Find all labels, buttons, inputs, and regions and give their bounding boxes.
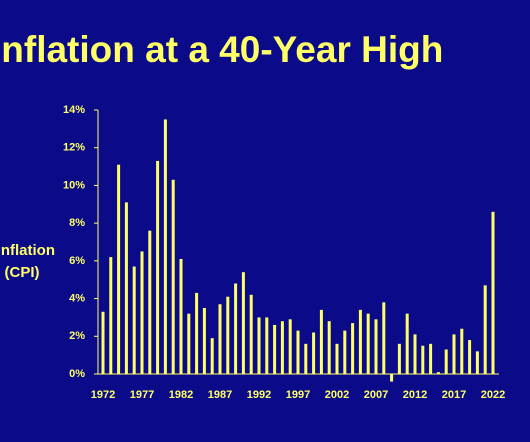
y-tick-label: 2%: [69, 330, 85, 342]
y-tick-label: 8%: [69, 217, 85, 229]
bar: [436, 372, 440, 374]
x-tick-label: 1972: [91, 389, 115, 401]
bar: [234, 283, 238, 374]
bar: [163, 119, 167, 374]
bar: [179, 258, 183, 374]
bar: [280, 321, 284, 374]
bar: [195, 292, 199, 374]
x-tick-label: 2002: [325, 389, 349, 401]
bar: [358, 309, 362, 374]
bar: [124, 202, 128, 374]
bar: [249, 294, 253, 374]
bar: [171, 179, 175, 374]
bar: [405, 313, 409, 374]
bar: [257, 317, 261, 374]
bar: [390, 374, 394, 382]
x-tick-label: 1987: [208, 389, 232, 401]
bar: [148, 230, 152, 374]
bar: [218, 304, 222, 374]
bar: [483, 285, 487, 374]
y-tick-label: 0%: [69, 368, 85, 380]
bar: [132, 266, 136, 374]
bar: [397, 343, 401, 374]
bar: [210, 338, 214, 374]
bar: [413, 334, 417, 374]
x-tick-label: 2017: [442, 389, 466, 401]
bar: [468, 340, 472, 374]
bar: [343, 330, 347, 374]
y-axis-label: Inflation: [0, 242, 55, 259]
y-axis-label: (CPI): [5, 264, 40, 281]
y-tick-label: 10%: [63, 179, 85, 191]
bar: [312, 332, 316, 374]
bar: [226, 296, 230, 374]
bar: [421, 345, 425, 374]
bar: [117, 164, 121, 374]
y-tick-label: 6%: [69, 255, 85, 267]
bar: [288, 319, 292, 374]
chart-title: Inflation at a 40-Year High: [0, 29, 443, 70]
bar: [265, 317, 269, 374]
x-tick-label: 1982: [169, 389, 193, 401]
x-tick-label: 2007: [364, 389, 388, 401]
bar: [319, 309, 323, 374]
x-tick-label: 2012: [403, 389, 427, 401]
bar: [140, 251, 144, 374]
x-tick-label: 1997: [286, 389, 310, 401]
bar: [452, 334, 456, 374]
y-tick-label: 14%: [63, 104, 85, 116]
x-tick-label: 1992: [247, 389, 271, 401]
bar: [156, 160, 160, 374]
bar: [273, 324, 277, 374]
bar: [187, 313, 191, 374]
y-tick-label: 12%: [63, 142, 85, 154]
bar: [429, 343, 433, 374]
bar: [460, 328, 464, 374]
bar: [491, 211, 495, 374]
bar: [327, 321, 331, 374]
bar: [475, 351, 479, 374]
bar: [109, 257, 113, 374]
bar: [444, 349, 448, 374]
bar: [304, 343, 308, 374]
bar: [296, 330, 300, 374]
bar: [351, 323, 355, 374]
bar: [202, 308, 206, 374]
bar: [101, 311, 105, 374]
bar: [374, 319, 378, 374]
bar: [366, 313, 370, 374]
bar: [335, 343, 339, 374]
bar: [382, 302, 386, 374]
x-tick-label: 1977: [130, 389, 154, 401]
bar: [241, 272, 245, 374]
y-tick-label: 4%: [69, 292, 85, 304]
x-tick-label: 2022: [481, 389, 505, 401]
